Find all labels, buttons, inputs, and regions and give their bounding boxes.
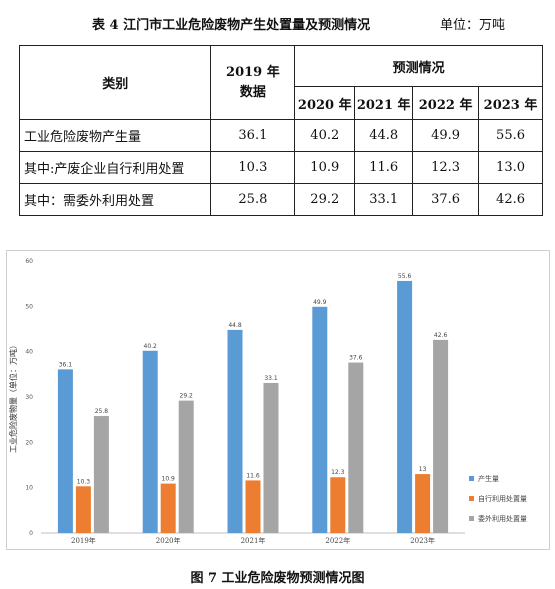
table-title: 表 4 江门市工业危险废物产生处置量及预测情况 单位：万吨	[0, 14, 555, 34]
x-tick-label: 2021年	[241, 536, 266, 545]
bar	[57, 369, 73, 533]
data-label: 13	[419, 466, 427, 473]
cell-value: 37.6	[412, 183, 480, 216]
y-tick-label: 10	[25, 485, 33, 492]
bar	[312, 306, 328, 533]
row-name: 其中:产废企业自行利用处置	[18, 151, 212, 184]
data-label: 55.6	[398, 273, 412, 280]
header-year: 2023 年	[478, 86, 543, 120]
bar	[397, 280, 413, 533]
cell-value: 13.0	[478, 151, 543, 184]
bar	[160, 483, 176, 533]
cell-value: 10.9	[294, 151, 356, 184]
y-tick-label: 60	[25, 258, 33, 265]
bar	[75, 486, 91, 533]
y-tick-label: 50	[25, 303, 33, 310]
bar	[330, 477, 346, 533]
table-title-text: 表 4 江门市工业危险废物产生处置量及预测情况	[92, 18, 371, 33]
cell-value: 55.6	[478, 119, 543, 152]
bar	[415, 474, 431, 533]
data-label: 42.6	[434, 332, 448, 339]
data-label: 10.9	[162, 476, 176, 483]
data-label: 11.6	[246, 472, 260, 479]
data-label: 10.3	[77, 478, 91, 485]
table-row: 其中：需委外利用处置 25.8 29.2 33.1 37.6 42.6	[18, 183, 543, 216]
table-year-row: 2020 年 2021 年 2022 年 2023 年	[20, 86, 543, 120]
header-forecast: 预测情况	[294, 45, 543, 87]
row-name: 工业危险废物产生量	[18, 119, 212, 152]
y-axis-label: 工业危险废物量（单位：万吨）	[8, 341, 18, 453]
chart-canvas: 0 10 20 30 40 50 60 工业危险废物量（单位：万吨） 36.1 10.3 25.8 2…	[8, 258, 527, 545]
legend-swatch	[469, 516, 474, 521]
cell-value: 40.2	[294, 119, 356, 152]
data-label: 29.2	[180, 393, 194, 400]
y-tick-label: 40	[25, 349, 33, 356]
bar	[142, 350, 158, 533]
figure-caption: 图 7 工业危险废物预测情况图	[190, 571, 365, 586]
bar	[93, 416, 109, 533]
legend-label: 产生量	[478, 474, 499, 483]
cell-value: 36.1	[210, 119, 296, 152]
cell-value: 49.9	[412, 119, 480, 152]
bar-chart: 0 10 20 30 40 50 60 工业危险废物量（单位：万吨） 36.1 10.3 25.8 2…	[6, 250, 550, 550]
y-tick-label: 0	[29, 530, 33, 537]
bar	[245, 480, 261, 533]
header-year: 2020 年	[294, 86, 356, 120]
header-year: 2021 年	[354, 86, 414, 120]
bar	[433, 339, 449, 533]
x-tick-label: 2019年	[71, 536, 96, 545]
table-header-row: 类别 2019 年数据 预测情况	[18, 45, 543, 120]
legend-label: 自行利用处置量	[478, 494, 527, 503]
table-unit: 单位：万吨	[440, 18, 506, 33]
table-row: 工业危险废物产生量 36.1 40.2 44.8 49.9 55.6	[18, 119, 543, 152]
cell-value: 33.1	[354, 183, 414, 216]
legend-label: 委外利用处置量	[478, 514, 527, 523]
data-label: 44.8	[228, 322, 242, 329]
forecast-table: 类别 2019 年数据 预测情况 2020 年 2021 年 2022 年 20…	[18, 45, 543, 216]
x-tick-label: 2023年	[410, 536, 435, 545]
data-label: 37.6	[349, 355, 363, 362]
row-name: 其中：需委外利用处置	[18, 183, 212, 216]
bar	[348, 362, 364, 533]
data-label: 36.1	[59, 361, 73, 368]
header-base-year: 2019 年数据	[210, 45, 296, 120]
y-tick-label: 20	[25, 439, 33, 446]
cell-value: 29.2	[294, 183, 356, 216]
header-base-year-text: 2019 年数据	[226, 64, 280, 100]
x-tick-label: 2022年	[325, 536, 350, 545]
cell-value: 44.8	[354, 119, 414, 152]
header-year: 2022 年	[412, 86, 480, 120]
bar	[178, 400, 194, 533]
table-row: 其中:产废企业自行利用处置 10.3 10.9 11.6 12.3 13.0	[18, 151, 543, 184]
cell-value: 12.3	[412, 151, 480, 184]
bar	[227, 329, 243, 533]
bar	[263, 382, 279, 533]
legend-swatch	[469, 476, 474, 481]
y-tick-label: 30	[25, 394, 33, 401]
data-label: 12.3	[331, 469, 345, 476]
cell-value: 42.6	[478, 183, 543, 216]
data-label: 33.1	[264, 375, 278, 382]
legend-swatch	[469, 496, 474, 501]
data-label: 40.2	[144, 343, 158, 350]
data-label: 25.8	[95, 408, 109, 415]
cell-value: 10.3	[210, 151, 296, 184]
data-label: 49.9	[313, 299, 327, 306]
x-tick-label: 2020年	[156, 536, 181, 545]
header-category: 类别	[18, 45, 212, 120]
cell-value: 11.6	[354, 151, 414, 184]
cell-value: 25.8	[210, 183, 296, 216]
